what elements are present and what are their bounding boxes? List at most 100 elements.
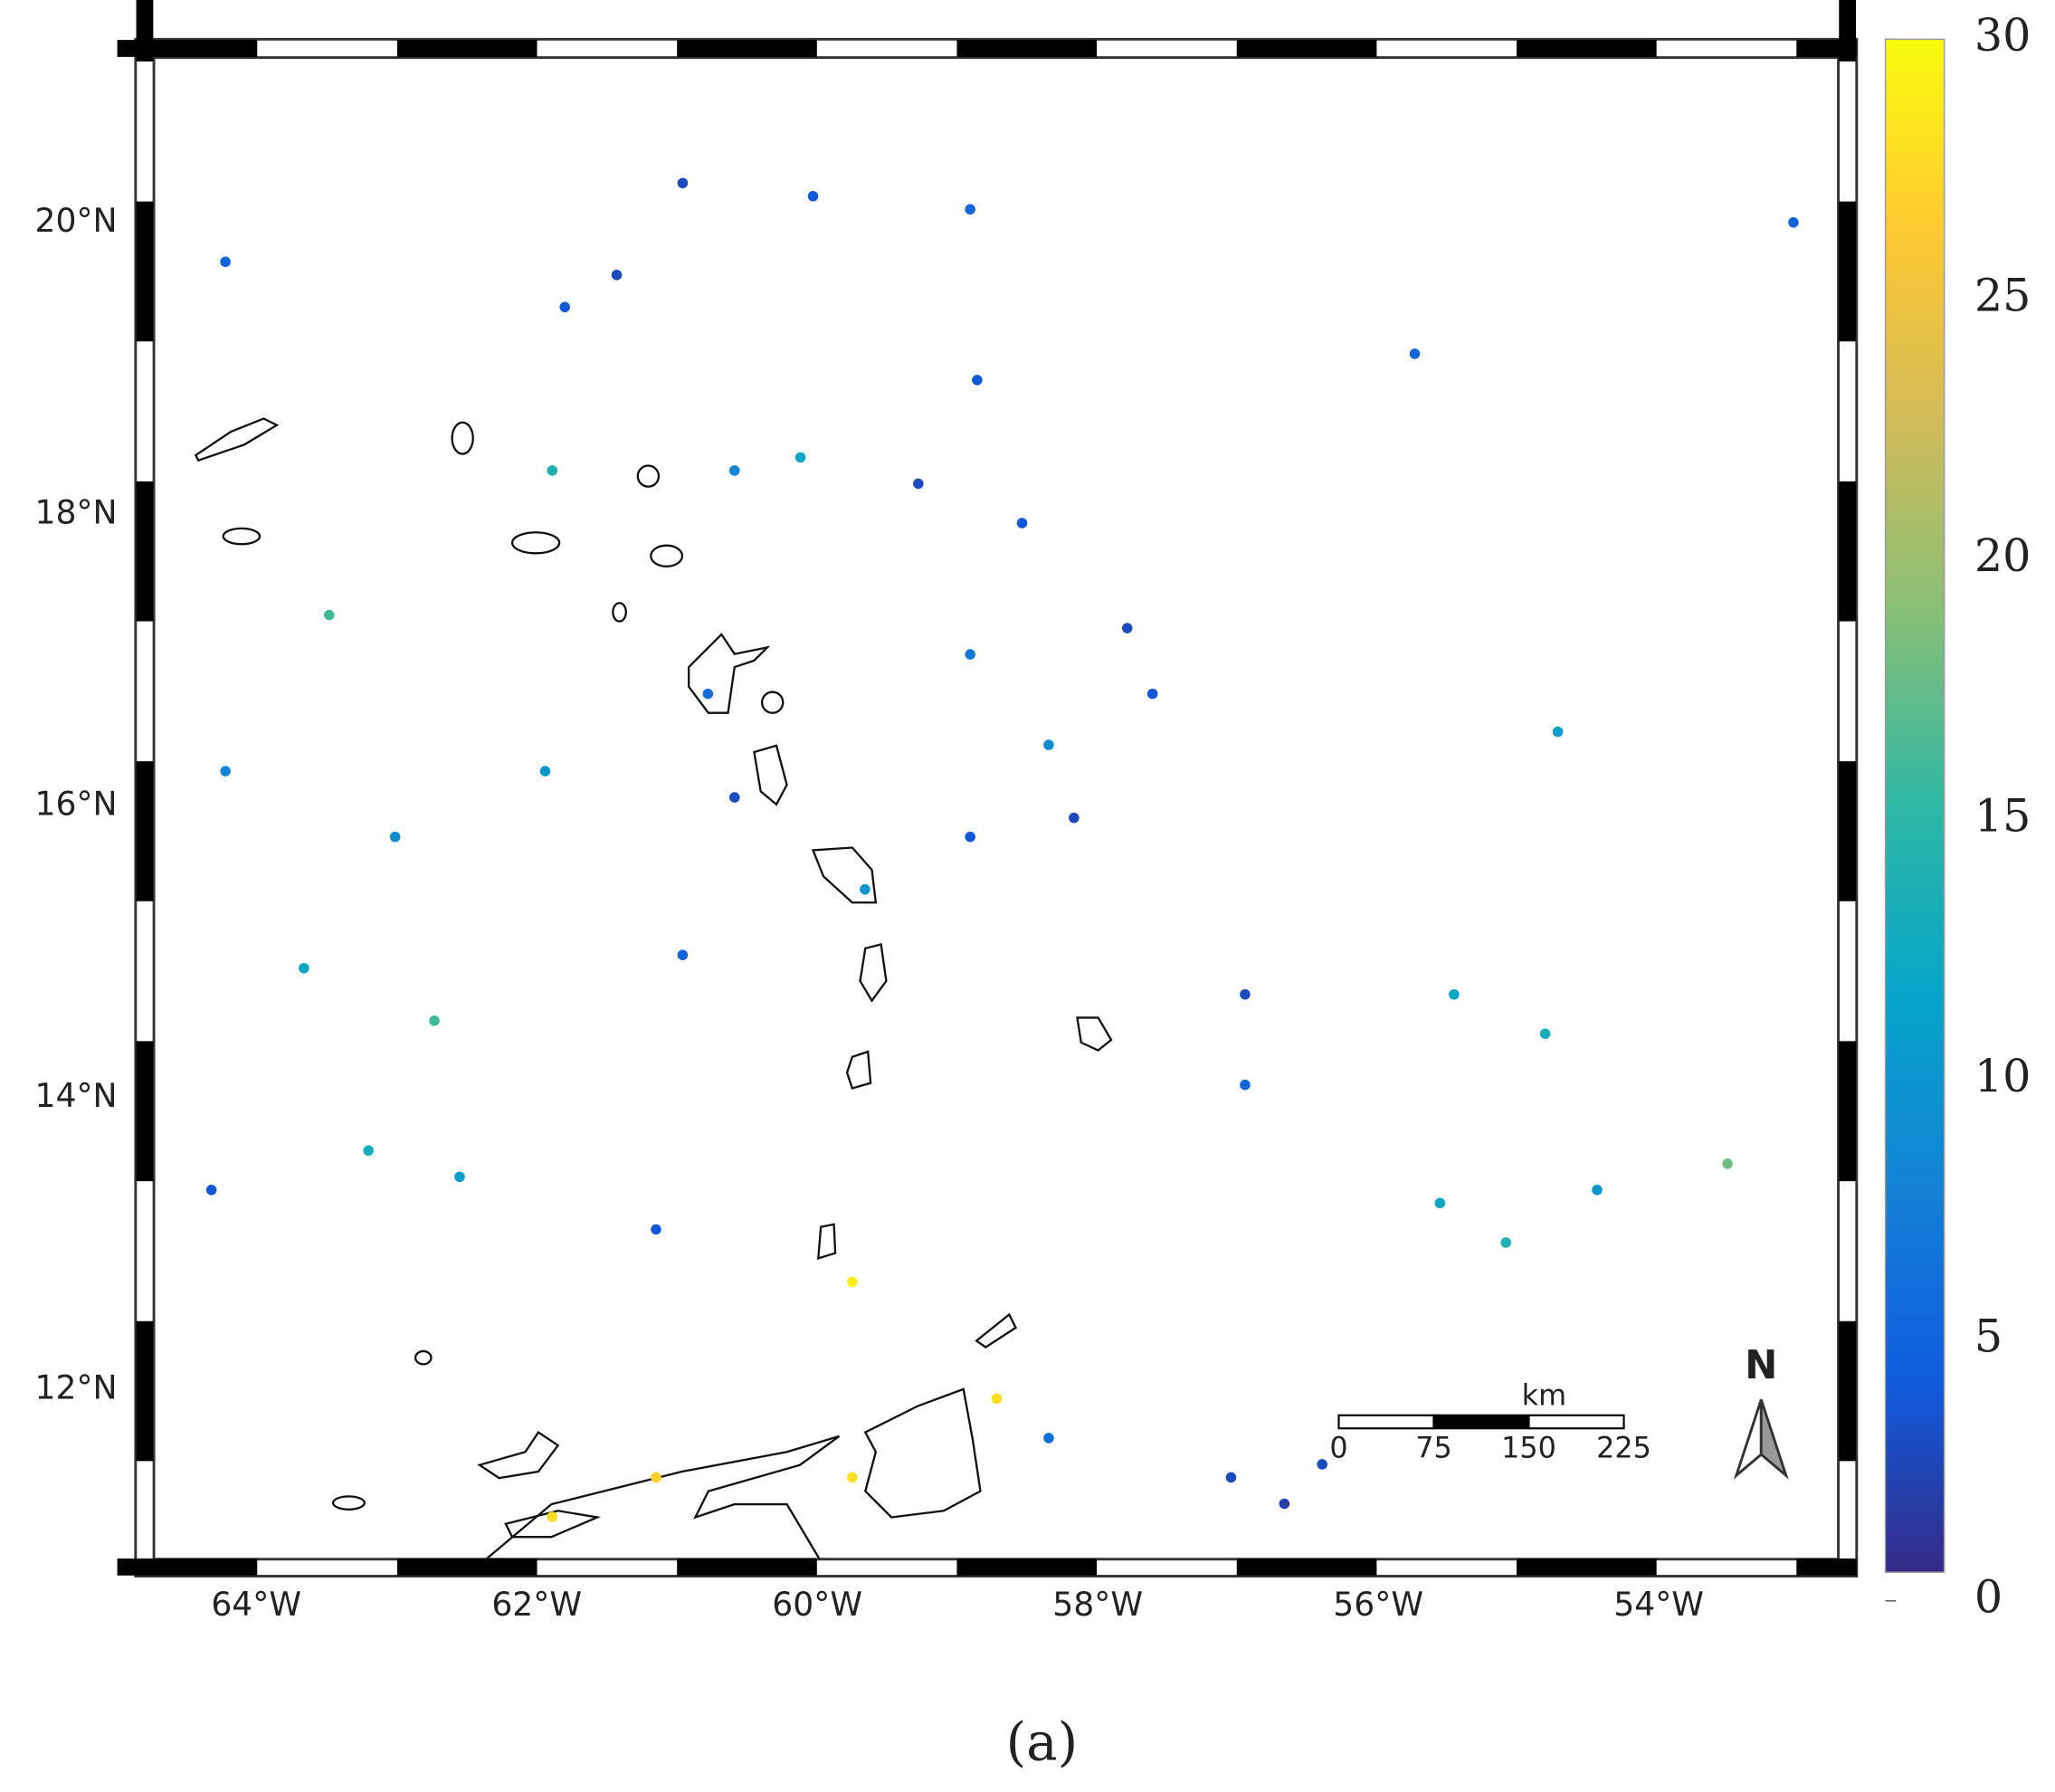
- y-tick-label: 12°N: [35, 1368, 118, 1407]
- island: [811, 846, 878, 904]
- colorbar-tick-label: 30: [1974, 9, 2031, 62]
- y-tick-label: 14°N: [35, 1076, 118, 1115]
- data-point: [702, 688, 714, 700]
- data-point: [847, 1472, 858, 1483]
- frame-inner: [152, 56, 1841, 1561]
- x-tick-label: 54°W: [1613, 1585, 1704, 1624]
- north-arrow: N: [1733, 1343, 1789, 1480]
- data-point: [1016, 518, 1028, 529]
- scale-label: 0: [1329, 1431, 1347, 1464]
- data-point: [677, 177, 689, 189]
- data-point: [1722, 1158, 1733, 1169]
- data-point: [205, 1185, 217, 1196]
- coast: [485, 1435, 841, 1559]
- y-tick-label: 18°N: [35, 492, 118, 531]
- island: [859, 943, 888, 1003]
- data-point: [1788, 217, 1799, 228]
- data-point: [1240, 1079, 1251, 1091]
- scale-bar: 0 75 150 225 km: [1329, 1379, 1651, 1465]
- colorbar-tick-label: 0: [1974, 1570, 2003, 1623]
- y-tick-label: 16°N: [35, 785, 118, 824]
- data-point: [324, 609, 335, 621]
- island: [222, 527, 262, 546]
- island: [845, 1050, 872, 1090]
- island: [1076, 1016, 1113, 1052]
- north-label: N: [1745, 1343, 1777, 1388]
- island: [451, 421, 474, 455]
- scale-label: 150: [1501, 1431, 1556, 1464]
- caption: (a): [1006, 1711, 1079, 1772]
- data-point: [1500, 1237, 1512, 1248]
- data-point: [1043, 739, 1054, 750]
- data-point: [220, 256, 231, 268]
- island: [760, 691, 785, 714]
- data-point: [972, 375, 983, 386]
- colorbar: [1884, 38, 1946, 1573]
- data-point: [1146, 688, 1158, 700]
- island: [612, 602, 627, 623]
- data-point: [363, 1145, 374, 1157]
- data-point: [299, 962, 309, 974]
- data-point: [913, 478, 924, 490]
- data-point: [728, 465, 740, 476]
- island: [650, 544, 684, 567]
- x-tick-label: 58°W: [1052, 1585, 1143, 1624]
- colorbar-tick-label: 25: [1974, 269, 2031, 321]
- data-point: [807, 190, 819, 202]
- data-point: [220, 766, 231, 777]
- data-point: [847, 1276, 858, 1288]
- data-point: [1069, 812, 1080, 824]
- data-point: [559, 301, 570, 313]
- data-point: [539, 766, 551, 777]
- data-point: [1409, 348, 1421, 359]
- data-point: [1434, 1197, 1446, 1209]
- scale-segment: [1432, 1414, 1530, 1430]
- y-tick-label: 20°N: [35, 201, 118, 240]
- coast: [863, 1387, 982, 1519]
- data-point: [1317, 1459, 1327, 1470]
- data-point: [389, 831, 401, 843]
- data-point: [1539, 1028, 1551, 1040]
- data-point: [965, 649, 975, 660]
- data-point: [1449, 988, 1460, 1000]
- points: [205, 177, 1799, 1522]
- colorbar-tick-label: 20: [1974, 529, 2031, 582]
- x-tick-label: 60°W: [772, 1585, 862, 1624]
- data-point: [728, 792, 740, 803]
- scale-label: 225: [1596, 1431, 1651, 1464]
- labels: 64°W 62°W 60°W 58°W 56°W 54°W 12°N 14°N 16°N 18°N…: [35, 9, 2031, 1624]
- frame: [117, 0, 1859, 1578]
- island: [414, 1349, 433, 1366]
- data-point: [860, 883, 871, 895]
- land: [194, 417, 1113, 1559]
- island: [477, 1430, 560, 1480]
- data-point: [677, 949, 689, 960]
- colorbar-tick-label: 5: [1974, 1311, 2003, 1363]
- data-point: [611, 270, 623, 281]
- north-arrow-right: [1759, 1398, 1789, 1480]
- data-point: [965, 831, 975, 843]
- data-point: [965, 204, 975, 215]
- x-tick-label: 64°W: [211, 1585, 301, 1624]
- x-tick-label: 56°W: [1333, 1585, 1423, 1624]
- data-point: [651, 1472, 661, 1483]
- island: [816, 1223, 837, 1260]
- island: [688, 633, 771, 714]
- island: [753, 744, 788, 806]
- data-point: [1279, 1498, 1290, 1510]
- scale-label: 75: [1415, 1431, 1451, 1464]
- north-arrow-left: [1733, 1398, 1763, 1480]
- data-point: [991, 1393, 1003, 1405]
- data-point: [429, 1015, 440, 1026]
- data-point: [547, 465, 558, 476]
- data-point: [1225, 1472, 1237, 1483]
- island: [331, 1495, 366, 1511]
- data-point: [1240, 988, 1251, 1000]
- scale-segment: [1337, 1414, 1435, 1430]
- data-point: [547, 1511, 558, 1522]
- island: [636, 464, 661, 488]
- data-point: [1592, 1185, 1603, 1196]
- data-point: [454, 1171, 465, 1183]
- colorbar-tick-label: 10: [1974, 1050, 2031, 1102]
